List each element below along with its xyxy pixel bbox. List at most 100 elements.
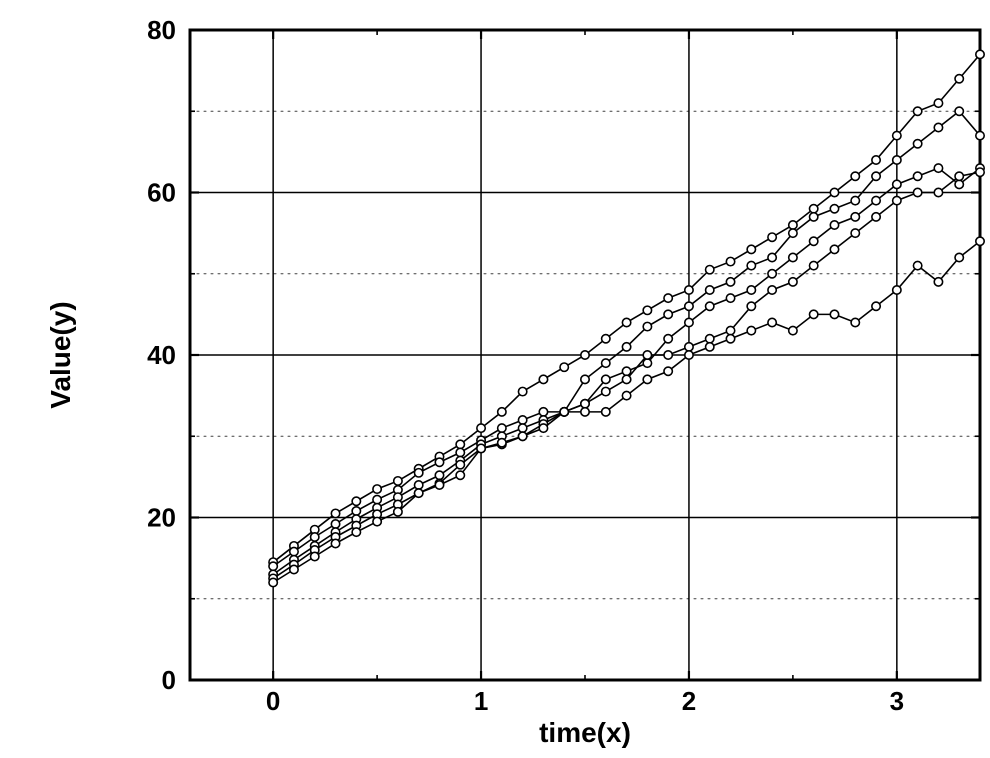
x-axis-label: time(x) (539, 717, 631, 748)
series-marker (664, 335, 672, 343)
series-marker (581, 408, 589, 416)
series-marker (976, 168, 984, 176)
series-marker (893, 180, 901, 188)
series-marker (456, 440, 464, 448)
series-marker (602, 387, 610, 395)
series-marker (893, 196, 901, 204)
series-marker (664, 310, 672, 318)
series-marker (352, 497, 360, 505)
series-marker (518, 424, 526, 432)
series-marker (934, 164, 942, 172)
series-marker (498, 408, 506, 416)
series-marker (331, 520, 339, 528)
series-marker (373, 485, 381, 493)
series-marker (747, 245, 755, 253)
series-marker (622, 318, 630, 326)
series-marker (851, 172, 859, 180)
series-marker (394, 508, 402, 516)
series-marker (498, 424, 506, 432)
series-marker (643, 351, 651, 359)
series-marker (539, 375, 547, 383)
y-tick-label: 60 (147, 178, 176, 208)
series-marker (747, 302, 755, 310)
series-marker (602, 408, 610, 416)
series-marker (726, 335, 734, 343)
series-marker (872, 302, 880, 310)
y-tick-label: 0 (162, 665, 176, 695)
series-marker (809, 310, 817, 318)
series-marker (331, 509, 339, 517)
chart-container: 0123020406080time(x)Value(y) (0, 0, 990, 758)
series-marker (789, 221, 797, 229)
series-marker (435, 481, 443, 489)
y-tick-label: 20 (147, 503, 176, 533)
series-marker (893, 131, 901, 139)
series-marker (768, 286, 776, 294)
series-marker (706, 265, 714, 273)
series-marker (706, 302, 714, 310)
series-marker (643, 359, 651, 367)
series-marker (768, 253, 776, 261)
series-marker (602, 335, 610, 343)
series-marker (830, 245, 838, 253)
series-marker (394, 477, 402, 485)
series-marker (643, 306, 651, 314)
series-marker (477, 444, 485, 452)
series-marker (706, 343, 714, 351)
series-marker (768, 233, 776, 241)
series-marker (290, 565, 298, 573)
series-marker (414, 481, 422, 489)
series-marker (851, 196, 859, 204)
series-marker (685, 351, 693, 359)
series-marker (352, 528, 360, 536)
series-marker (726, 294, 734, 302)
series-marker (414, 489, 422, 497)
series-marker (830, 205, 838, 213)
series-marker (893, 286, 901, 294)
series-marker (518, 416, 526, 424)
series-marker (726, 326, 734, 334)
series-marker (913, 107, 921, 115)
series-marker (269, 562, 277, 570)
series-marker (664, 294, 672, 302)
series-marker (913, 140, 921, 148)
series-marker (726, 257, 734, 265)
series-marker (872, 172, 880, 180)
line-chart: 0123020406080time(x)Value(y) (0, 0, 990, 758)
series-marker (269, 578, 277, 586)
series-marker (685, 318, 693, 326)
series-marker (976, 131, 984, 139)
series-marker (955, 172, 963, 180)
series-marker (934, 123, 942, 131)
series-marker (893, 156, 901, 164)
series-marker (560, 363, 568, 371)
y-axis-label: Value(y) (45, 301, 76, 408)
series-marker (685, 286, 693, 294)
series-marker (809, 213, 817, 221)
series-marker (643, 375, 651, 383)
series-marker (872, 156, 880, 164)
series-marker (581, 400, 589, 408)
x-tick-label: 0 (266, 686, 280, 716)
series-marker (622, 391, 630, 399)
series-marker (955, 180, 963, 188)
series-marker (456, 448, 464, 456)
series-marker (311, 552, 319, 560)
series-marker (768, 270, 776, 278)
series-marker (706, 286, 714, 294)
series-marker (768, 318, 776, 326)
series-marker (664, 367, 672, 375)
series-marker (830, 310, 838, 318)
series-marker (602, 375, 610, 383)
series-marker (789, 229, 797, 237)
series-marker (955, 107, 963, 115)
series-marker (747, 326, 755, 334)
series-marker (560, 408, 568, 416)
series-marker (913, 188, 921, 196)
series-marker (809, 261, 817, 269)
series-marker (290, 547, 298, 555)
series-marker (976, 237, 984, 245)
series-marker (726, 278, 734, 286)
x-tick-label: 3 (890, 686, 904, 716)
series-marker (955, 75, 963, 83)
